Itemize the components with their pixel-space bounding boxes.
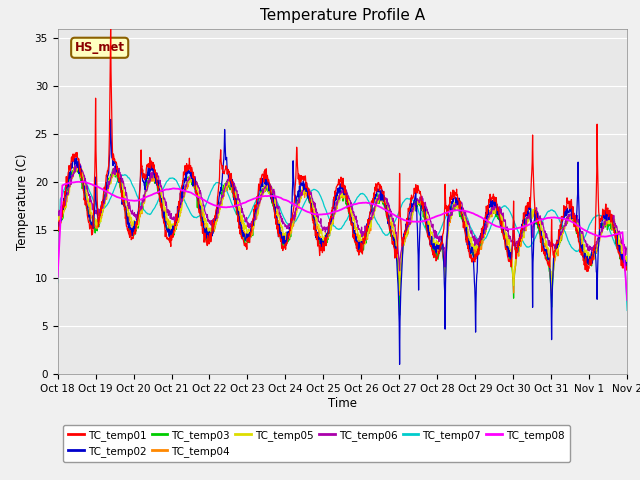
TC_temp01 xyxy=(167,243,175,249)
Text: HS_met: HS_met xyxy=(75,41,125,54)
TC_temp02 xyxy=(244,232,252,238)
TC_temp03 xyxy=(506,256,514,262)
TC_temp06 xyxy=(54,207,61,213)
Line: TC_temp07: TC_temp07 xyxy=(58,170,627,311)
Y-axis label: Temperature (C): Temperature (C) xyxy=(16,153,29,250)
TC_temp03 xyxy=(396,312,403,318)
Line: TC_temp02: TC_temp02 xyxy=(58,120,627,364)
TC_temp01 xyxy=(54,228,61,234)
TC_temp08 xyxy=(181,188,189,194)
TC_temp01 xyxy=(244,239,252,244)
TC_temp03 xyxy=(54,228,61,233)
Line: TC_temp03: TC_temp03 xyxy=(58,167,627,315)
TC_temp06 xyxy=(167,216,175,221)
TC_temp06 xyxy=(75,161,83,167)
TC_temp01 xyxy=(181,168,189,174)
TC_temp02 xyxy=(181,180,189,185)
Title: Temperature Profile A: Temperature Profile A xyxy=(260,9,425,24)
TC_temp06 xyxy=(396,268,403,274)
TC_temp04 xyxy=(548,293,556,299)
TC_temp06 xyxy=(506,233,514,239)
TC_temp07 xyxy=(506,208,513,214)
TC_temp02 xyxy=(167,228,175,234)
TC_temp05 xyxy=(623,257,631,263)
TC_temp07 xyxy=(54,280,61,286)
TC_temp05 xyxy=(432,241,440,247)
TC_temp03 xyxy=(167,229,175,235)
TC_temp03 xyxy=(623,259,631,264)
TC_temp05 xyxy=(181,192,189,198)
TC_temp06 xyxy=(432,228,440,234)
Line: TC_temp04: TC_temp04 xyxy=(58,165,627,296)
Line: TC_temp05: TC_temp05 xyxy=(58,162,627,291)
TC_temp08 xyxy=(623,297,631,303)
TC_temp02 xyxy=(107,117,115,122)
TC_temp08 xyxy=(506,227,513,232)
TC_temp08 xyxy=(167,186,175,192)
Line: TC_temp08: TC_temp08 xyxy=(58,181,627,300)
TC_temp04 xyxy=(181,191,189,197)
TC_temp06 xyxy=(556,232,564,238)
TC_temp03 xyxy=(432,247,440,252)
TC_temp02 xyxy=(623,262,631,267)
TC_temp08 xyxy=(556,215,564,221)
Line: TC_temp06: TC_temp06 xyxy=(58,164,627,271)
TC_temp07 xyxy=(244,215,252,220)
TC_temp03 xyxy=(244,233,252,239)
TC_temp06 xyxy=(244,220,252,226)
TC_temp04 xyxy=(623,259,631,265)
TC_temp04 xyxy=(74,162,82,168)
TC_temp03 xyxy=(556,239,564,245)
TC_temp03 xyxy=(181,184,189,190)
TC_temp01 xyxy=(584,268,592,274)
TC_temp04 xyxy=(431,243,439,249)
TC_temp07 xyxy=(74,167,81,173)
TC_temp04 xyxy=(244,236,252,242)
Legend: TC_temp01, TC_temp02, TC_temp03, TC_temp04, TC_temp05, TC_temp06, TC_temp07, TC_: TC_temp01, TC_temp02, TC_temp03, TC_temp… xyxy=(63,424,570,462)
TC_temp01 xyxy=(107,26,115,32)
TC_temp08 xyxy=(244,198,252,204)
TC_temp04 xyxy=(556,238,564,243)
TC_temp03 xyxy=(72,164,79,170)
TC_temp07 xyxy=(181,198,189,204)
TC_temp02 xyxy=(506,250,514,255)
X-axis label: Time: Time xyxy=(328,397,357,410)
TC_temp05 xyxy=(244,227,252,232)
TC_temp01 xyxy=(506,257,513,263)
TC_temp05 xyxy=(506,247,514,252)
TC_temp02 xyxy=(432,249,440,254)
TC_temp01 xyxy=(556,226,564,232)
TC_temp05 xyxy=(556,239,564,244)
TC_temp07 xyxy=(431,235,439,240)
TC_temp05 xyxy=(54,211,61,216)
TC_temp08 xyxy=(431,214,439,220)
TC_temp02 xyxy=(396,361,403,367)
TC_temp04 xyxy=(54,217,61,223)
TC_temp01 xyxy=(623,261,631,267)
TC_temp01 xyxy=(431,254,439,260)
TC_temp08 xyxy=(54,274,61,279)
TC_temp06 xyxy=(623,244,631,250)
TC_temp05 xyxy=(75,159,83,165)
TC_temp02 xyxy=(54,222,61,228)
Line: TC_temp01: TC_temp01 xyxy=(58,29,627,271)
TC_temp07 xyxy=(556,219,564,225)
TC_temp02 xyxy=(556,227,564,232)
TC_temp07 xyxy=(167,175,175,181)
TC_temp06 xyxy=(181,189,189,194)
TC_temp04 xyxy=(167,228,175,233)
TC_temp05 xyxy=(396,288,403,294)
TC_temp08 xyxy=(79,179,87,184)
TC_temp07 xyxy=(623,308,631,313)
TC_temp04 xyxy=(506,249,513,255)
TC_temp05 xyxy=(167,225,175,230)
